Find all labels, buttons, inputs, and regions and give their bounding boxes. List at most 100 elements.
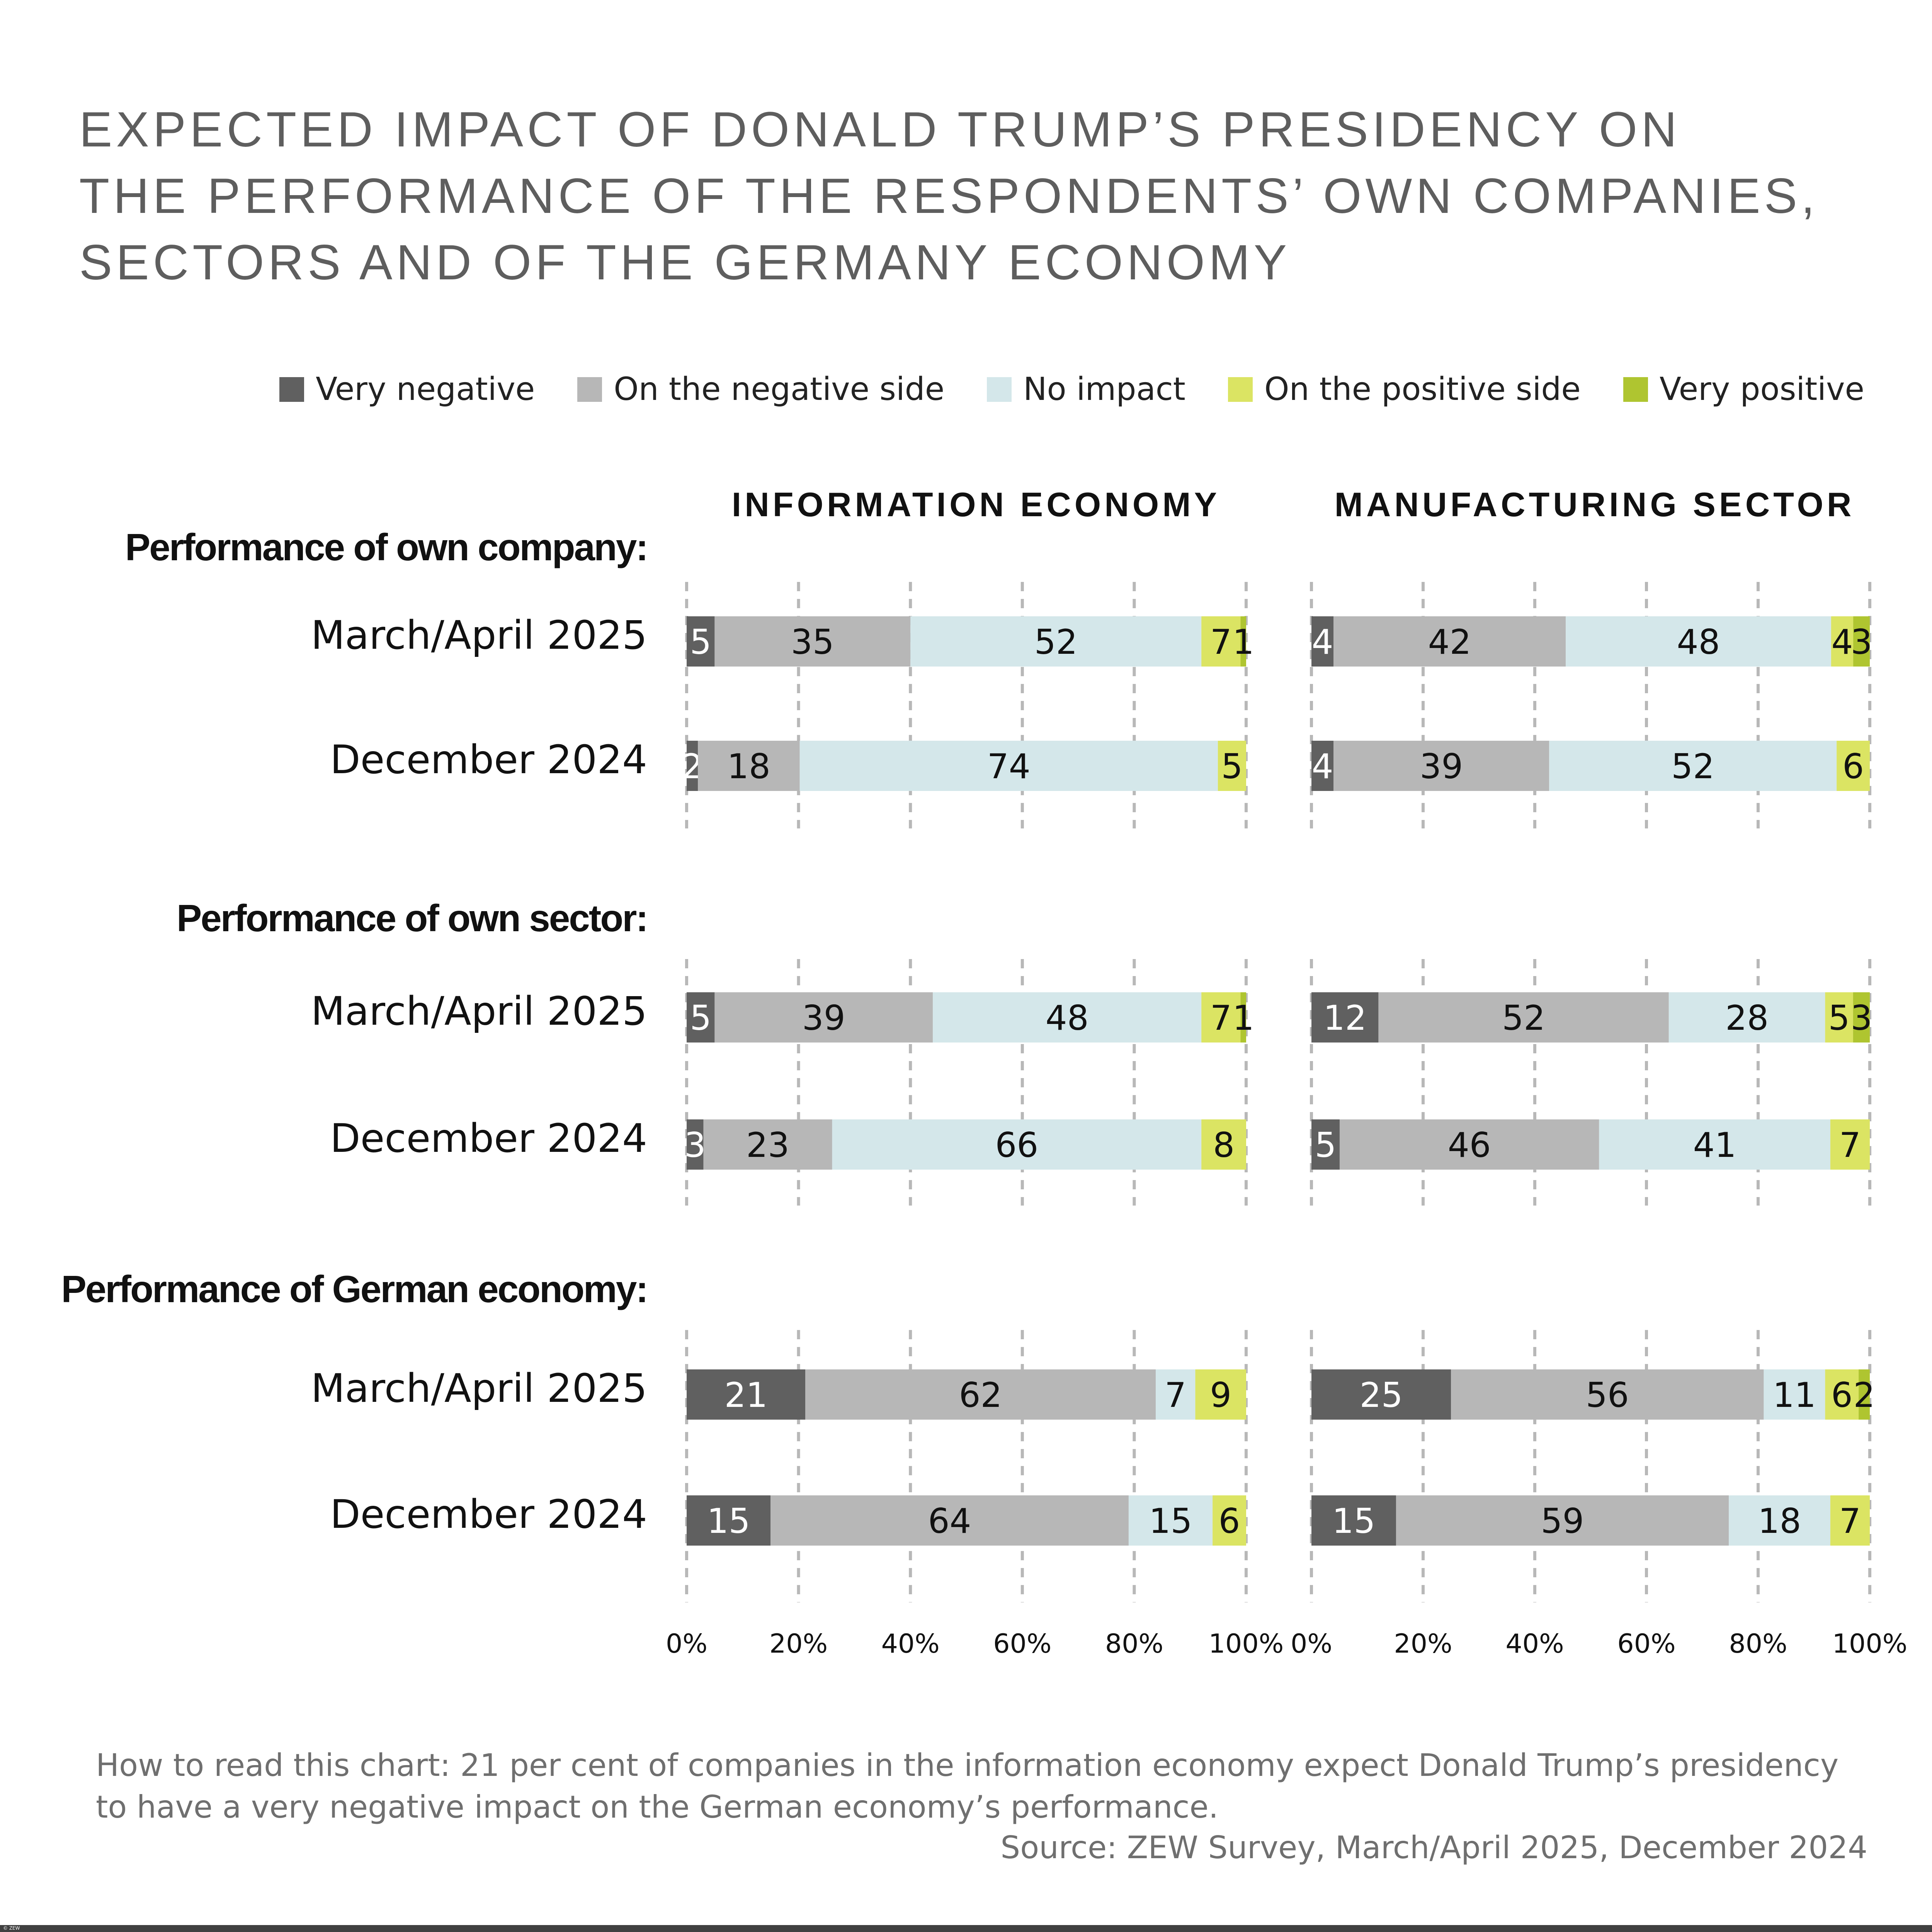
data-label: 5 bbox=[1315, 1125, 1336, 1165]
data-label: 7 bbox=[1839, 1501, 1861, 1541]
legend-item: Very positive bbox=[1623, 371, 1864, 408]
data-label: 41 bbox=[1693, 1125, 1736, 1165]
legend-swatch bbox=[279, 377, 304, 402]
data-label: 3 bbox=[684, 1125, 706, 1165]
reading-note: How to read this chart: 21 per cent of c… bbox=[96, 1747, 1839, 1825]
x-tick-label: 60% bbox=[993, 1629, 1052, 1659]
data-label: 3 bbox=[1850, 998, 1872, 1038]
legend-item: On the positive side bbox=[1228, 371, 1581, 408]
x-tick-label: 60% bbox=[1617, 1629, 1676, 1659]
data-label: 6 bbox=[1842, 747, 1864, 786]
data-label: 15 bbox=[1149, 1501, 1192, 1541]
data-label: 25 bbox=[1360, 1375, 1403, 1415]
x-tick-label: 80% bbox=[1105, 1629, 1163, 1659]
legend-label: Very positive bbox=[1659, 371, 1864, 408]
bar-segment bbox=[714, 616, 911, 667]
data-label: 9 bbox=[1210, 1375, 1231, 1415]
data-label: 23 bbox=[746, 1125, 789, 1165]
legend-label: On the negative side bbox=[614, 371, 945, 408]
bar-segment bbox=[1311, 1495, 1396, 1546]
data-label: 52 bbox=[1034, 622, 1078, 662]
data-label: 56 bbox=[1586, 1375, 1629, 1415]
data-label: 3 bbox=[1851, 622, 1872, 662]
legend-label: Very negative bbox=[316, 371, 535, 408]
group-label: Performance of own sector: bbox=[176, 897, 648, 939]
x-tick-label: 0% bbox=[666, 1629, 707, 1659]
data-label: 8 bbox=[1213, 1125, 1235, 1165]
legend-swatch bbox=[1623, 377, 1648, 402]
bar-segment bbox=[1195, 1369, 1246, 1420]
data-label: 7 bbox=[1839, 1125, 1861, 1165]
data-label: 2 bbox=[1854, 1375, 1875, 1415]
bar-segment bbox=[1218, 741, 1246, 791]
panel-title-information-economy: INFORMATION ECONOMY bbox=[731, 485, 1221, 524]
bar-segment bbox=[1311, 1119, 1340, 1170]
data-label: 46 bbox=[1448, 1125, 1491, 1165]
row-label: December 2024 bbox=[330, 1492, 647, 1537]
data-label: 39 bbox=[802, 998, 845, 1038]
data-label: 48 bbox=[1046, 998, 1089, 1038]
bar-segment bbox=[1830, 1495, 1870, 1546]
chart-title: EXPECTED IMPACT OF DONALD TRUMP’S PRESID… bbox=[79, 97, 1819, 296]
data-label: 28 bbox=[1725, 998, 1769, 1038]
data-label: 21 bbox=[724, 1375, 768, 1415]
bar-segment bbox=[1201, 1119, 1246, 1170]
row-label: December 2024 bbox=[330, 737, 647, 783]
bar-segment bbox=[687, 1495, 771, 1546]
data-label: 66 bbox=[995, 1125, 1038, 1165]
x-tick-label: 80% bbox=[1729, 1629, 1787, 1659]
data-label: 18 bbox=[1758, 1501, 1801, 1541]
data-label: 18 bbox=[727, 747, 770, 786]
row-label: March/April 2025 bbox=[311, 1366, 647, 1412]
bar-segment bbox=[1729, 1495, 1830, 1546]
panel-title-manufacturing-sector: MANUFACTURING SECTOR bbox=[1334, 485, 1855, 524]
bar-segment bbox=[1831, 616, 1854, 667]
bar-segment bbox=[687, 741, 698, 791]
data-label: 52 bbox=[1502, 998, 1545, 1038]
bar-segment bbox=[1213, 1495, 1246, 1546]
title-line: THE PERFORMANCE OF THE RESPONDENTS’ OWN … bbox=[79, 168, 1819, 224]
data-label: 7 bbox=[1210, 622, 1232, 662]
data-label: 4 bbox=[1312, 747, 1333, 786]
data-label: 11 bbox=[1773, 1375, 1816, 1415]
bar-segment bbox=[714, 992, 933, 1043]
bar-segment bbox=[1311, 1369, 1451, 1420]
data-label: 6 bbox=[1219, 1501, 1240, 1541]
data-label: 1 bbox=[1233, 998, 1254, 1038]
bar-segment bbox=[687, 992, 715, 1043]
data-label: 74 bbox=[987, 747, 1031, 786]
bar-segment bbox=[1201, 616, 1241, 667]
bar-segment bbox=[1549, 741, 1837, 791]
bar-segment bbox=[910, 616, 1202, 667]
bar-segment bbox=[1240, 992, 1246, 1043]
title-line: EXPECTED IMPACT OF DONALD TRUMP’S PRESID… bbox=[79, 102, 1681, 157]
data-label: 15 bbox=[1332, 1501, 1375, 1541]
bar-segment bbox=[687, 616, 715, 667]
bar-segment bbox=[1339, 1119, 1599, 1170]
data-label: 48 bbox=[1677, 622, 1720, 662]
bar-segment bbox=[1240, 616, 1246, 667]
data-label: 42 bbox=[1428, 622, 1471, 662]
x-tick-label: 20% bbox=[1394, 1629, 1452, 1659]
data-label: 52 bbox=[1671, 747, 1714, 786]
bar-segment bbox=[1830, 1119, 1870, 1170]
x-tick-label: 100% bbox=[1208, 1629, 1284, 1659]
data-label: 4 bbox=[1831, 622, 1853, 662]
copyright: © ZEW bbox=[3, 1925, 20, 1931]
data-label: 5 bbox=[690, 622, 711, 662]
title-line: SECTORS AND OF THE GERMANY ECONOMY bbox=[79, 235, 1291, 290]
legend-label: On the positive side bbox=[1264, 371, 1581, 408]
legend-swatch bbox=[987, 377, 1012, 402]
data-label: 35 bbox=[791, 622, 834, 662]
bar-segment bbox=[799, 741, 1218, 791]
bar-segment bbox=[1378, 992, 1669, 1043]
legend-swatch bbox=[577, 377, 602, 402]
data-label: 7 bbox=[1210, 998, 1232, 1038]
bar-segment bbox=[1128, 1495, 1213, 1546]
legend-item: No impact bbox=[987, 371, 1185, 408]
footer-bar: © ZEW bbox=[0, 1925, 1932, 1932]
bar-segment bbox=[770, 1495, 1129, 1546]
bar-segment bbox=[1451, 1369, 1764, 1420]
bar-segment bbox=[687, 1369, 806, 1420]
